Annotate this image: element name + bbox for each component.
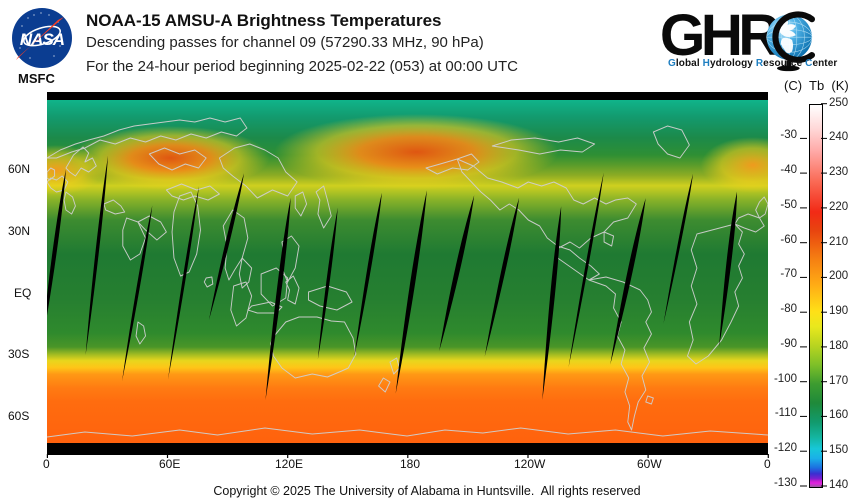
svg-text:NASA: NASA	[20, 30, 65, 49]
